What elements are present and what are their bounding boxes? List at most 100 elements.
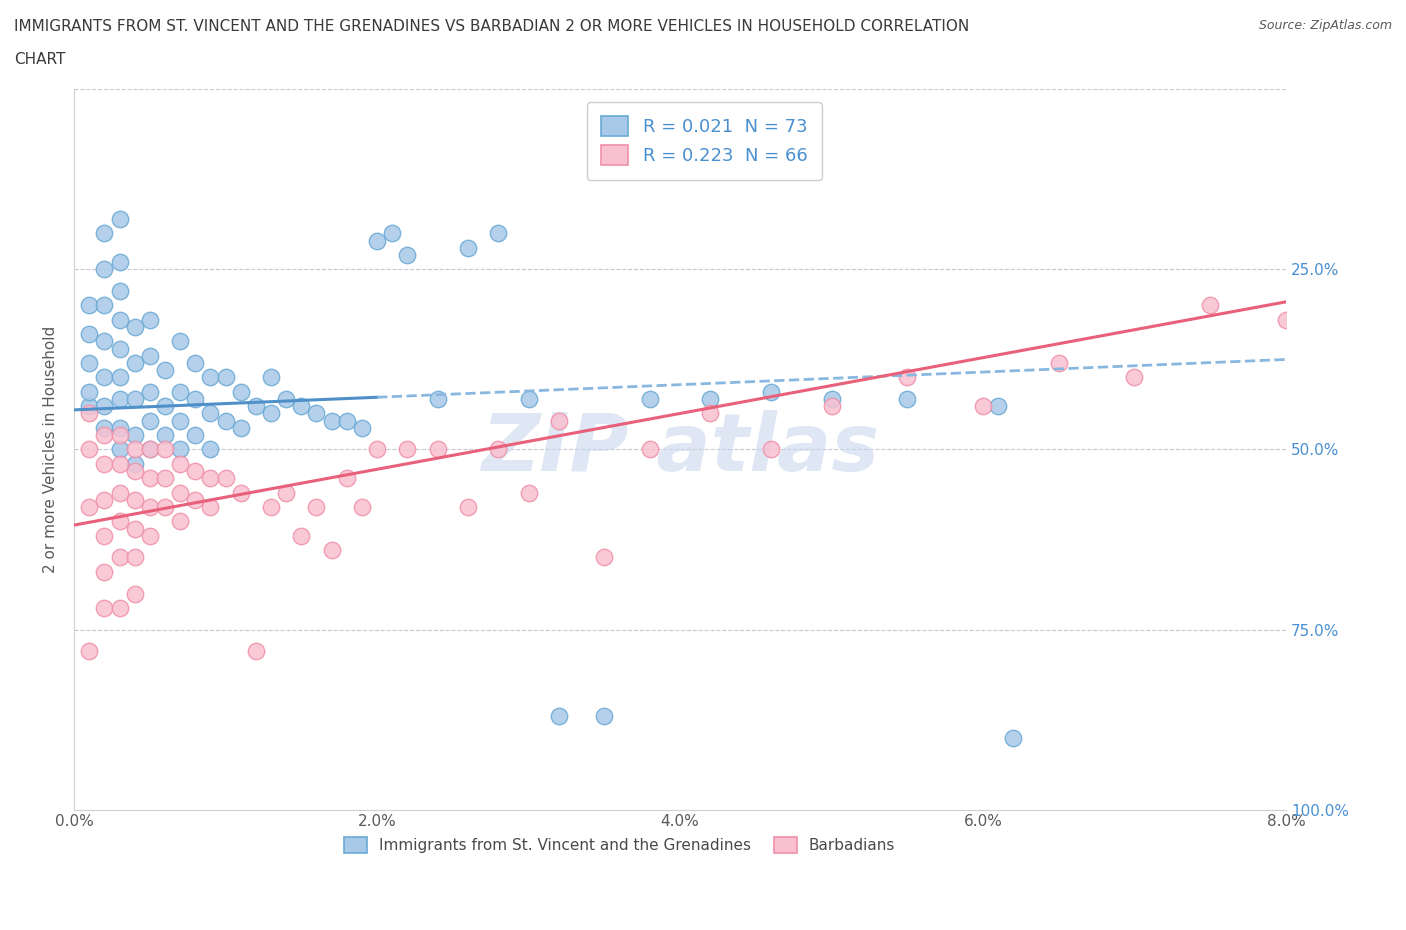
Point (321, 413, 343, 428)
Point (336, 471, 359, 485)
Point (517, 392, 540, 406)
Point (108, 457, 131, 472)
Point (260, 406, 283, 421)
Point (214, 370, 236, 385)
Point (229, 420, 252, 435)
Point (139, 413, 162, 428)
Point (139, 384, 162, 399)
Point (396, 442, 419, 457)
Point (77, 399, 100, 414)
Point (426, 442, 449, 457)
Point (260, 499, 283, 514)
Point (820, 399, 842, 414)
Point (593, 550, 616, 565)
Point (108, 255, 131, 270)
Point (139, 499, 162, 514)
Point (593, 709, 616, 724)
Point (547, 709, 569, 724)
Point (108, 485, 131, 500)
Point (124, 464, 146, 479)
Point (336, 413, 359, 428)
Point (108, 312, 131, 327)
Point (547, 413, 569, 428)
Point (124, 586, 146, 601)
Point (77, 384, 100, 399)
Text: Source: ZipAtlas.com: Source: ZipAtlas.com (1258, 19, 1392, 32)
Point (396, 247, 419, 262)
Point (124, 428, 146, 443)
Point (108, 392, 131, 406)
Point (214, 471, 236, 485)
Point (93, 428, 115, 443)
Point (124, 442, 146, 457)
Point (759, 384, 782, 399)
Point (169, 457, 191, 472)
Point (77, 499, 100, 514)
Point (108, 514, 131, 529)
Point (350, 499, 373, 514)
Point (184, 428, 207, 443)
Point (184, 355, 207, 370)
Point (108, 550, 131, 565)
Point (699, 392, 721, 406)
Point (200, 406, 222, 421)
Point (972, 399, 994, 414)
Point (108, 601, 131, 616)
Point (77, 326, 100, 341)
Point (169, 514, 191, 529)
Y-axis label: 2 or more Vehicles in Household: 2 or more Vehicles in Household (44, 326, 58, 573)
Point (93, 399, 115, 414)
Point (77, 644, 100, 658)
Point (1199, 298, 1222, 312)
Point (699, 406, 721, 421)
Point (124, 493, 146, 508)
Point (457, 499, 479, 514)
Point (486, 442, 509, 457)
Point (108, 370, 131, 385)
Point (276, 392, 298, 406)
Point (108, 442, 131, 457)
Point (139, 442, 162, 457)
Point (184, 392, 207, 406)
Point (200, 442, 222, 457)
Point (77, 406, 100, 421)
Point (139, 312, 162, 327)
Point (276, 485, 298, 500)
Point (93, 298, 115, 312)
Point (124, 457, 146, 472)
Point (1275, 312, 1298, 327)
Point (153, 471, 176, 485)
Point (987, 399, 1010, 414)
Point (229, 485, 252, 500)
Point (214, 413, 236, 428)
Point (93, 528, 115, 543)
Point (381, 226, 404, 241)
Point (245, 644, 267, 658)
Point (93, 420, 115, 435)
Point (245, 399, 267, 414)
Point (169, 334, 191, 349)
Point (305, 406, 328, 421)
Point (457, 240, 479, 255)
Point (184, 464, 207, 479)
Point (366, 442, 388, 457)
Point (260, 370, 283, 385)
Point (486, 226, 509, 241)
Point (153, 499, 176, 514)
Point (350, 420, 373, 435)
Point (139, 349, 162, 364)
Point (638, 442, 661, 457)
Point (93, 334, 115, 349)
Point (139, 442, 162, 457)
Point (1047, 355, 1070, 370)
Point (153, 399, 176, 414)
Point (93, 370, 115, 385)
Point (321, 543, 343, 558)
Point (108, 212, 131, 227)
Point (896, 392, 918, 406)
Point (169, 413, 191, 428)
Point (153, 428, 176, 443)
Point (124, 550, 146, 565)
Point (93, 226, 115, 241)
Point (759, 442, 782, 457)
